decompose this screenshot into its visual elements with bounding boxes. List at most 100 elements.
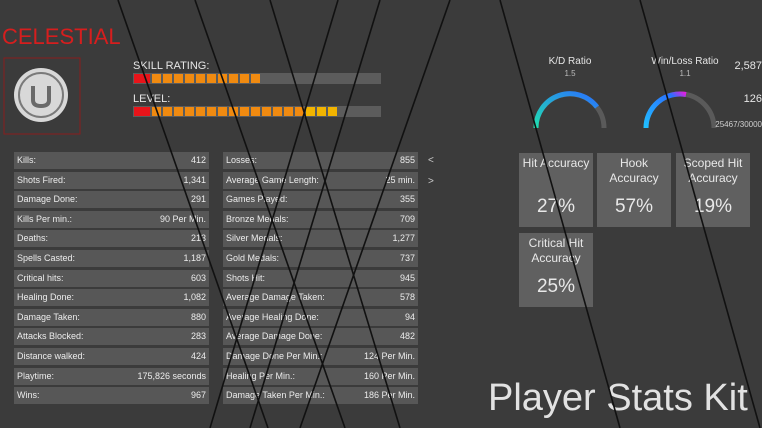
accuracy-tile: Scoped Hit Accuracy 19% (676, 153, 750, 227)
stat-row: Gold Medals: 737 (223, 250, 418, 267)
bar-segment (174, 107, 183, 116)
stat-label: Average Damage Taken: (226, 292, 325, 303)
bar-segment (273, 107, 282, 116)
stat-row: Shots Hit: 945 (223, 269, 418, 287)
bar-segment (251, 74, 260, 83)
stat-label: Damage Done: (17, 194, 78, 205)
stat-label: Average Healing Done: (226, 311, 319, 322)
level-progress: 25467/30000 (715, 120, 762, 129)
stat-value: 1,082 (183, 292, 206, 303)
stat-label: Spells Casted: (17, 253, 76, 263)
stat-value: 855 (399, 155, 415, 165)
stat-value: 213 (190, 233, 206, 244)
stat-label: Wins: (17, 390, 40, 401)
stat-label: Games Played: (226, 194, 288, 205)
stat-value: 186 Per Min. (363, 390, 415, 401)
stat-label: Distance walked: (17, 351, 86, 361)
level-label: LEVEL: (133, 93, 171, 105)
bar-segment (218, 74, 227, 83)
bar-segment (317, 107, 326, 116)
prev-button[interactable]: < (428, 155, 434, 166)
tile-value: 19% (693, 196, 733, 217)
bar-segment (134, 74, 150, 83)
stat-row: Damage Done Per Min.: 124 Per Min. (223, 348, 418, 365)
stat-label: Deaths: (17, 233, 49, 244)
stat-row: Healing Done: 1,082 (14, 289, 209, 307)
stat-value: 1,341 (183, 174, 206, 185)
logo-ring (18, 72, 64, 118)
stat-row: Healing Per Min.: 160 Per Min. (223, 367, 418, 385)
stat-row: Silver Medals: 1,277 (223, 230, 418, 248)
bar-segment (251, 107, 260, 116)
level-value: 126 (743, 93, 762, 105)
stat-label: Healing Done: (17, 292, 75, 303)
tile-value: 27% (536, 196, 576, 217)
bar-segment (306, 107, 315, 116)
stat-value: 90 Per Min. (159, 213, 206, 224)
stat-value: 25 min. (385, 174, 415, 185)
bar-segment (134, 107, 150, 116)
stat-label: Healing Per Min.: (226, 370, 296, 381)
stat-label: Gold Medals: (226, 253, 280, 263)
bar-segment (196, 107, 205, 116)
tile-value: 57% (614, 196, 654, 217)
stat-label: Losses: (226, 155, 258, 165)
ratio-label: Win/Loss Ratio (651, 56, 719, 67)
stat-row: Shots Fired: 1,341 (14, 171, 209, 189)
bar-segment (163, 107, 172, 116)
stat-label: Damage Done Per Min.: (226, 351, 323, 361)
tile-label: Hit Accuracy (522, 156, 590, 170)
stat-row: Critical hits: 603 (14, 269, 209, 287)
bar-segment (328, 107, 337, 116)
stat-label: Damage Taken Per Min.: (226, 390, 325, 401)
stat-value: 291 (190, 194, 206, 205)
stat-value: 482 (399, 331, 415, 342)
tile-label: Scoped Hit Accuracy (683, 156, 743, 185)
stat-value: 737 (399, 253, 415, 263)
logo (14, 68, 68, 122)
accuracy-tile: Hook Accuracy 57% (597, 153, 671, 227)
stat-row: Damage Taken: 880 (14, 308, 209, 326)
bar-segment (185, 107, 194, 116)
stat-label: Playtime: (17, 370, 55, 381)
wl-gauge-fill (643, 91, 687, 129)
stat-value: 1,187 (183, 253, 206, 263)
bar-segment (174, 74, 183, 83)
skill-label: SKILL RATING: (133, 60, 210, 72)
stat-row: Bronze Medals: 709 (223, 210, 418, 228)
logo-frame (3, 57, 81, 135)
accuracy-tile: Critical Hit Accuracy 25% (519, 233, 593, 307)
bar-segment (207, 107, 216, 116)
bar-segment (262, 107, 271, 116)
stat-row: Deaths: 213 (14, 230, 209, 248)
stat-label: Attacks Blocked: (17, 331, 84, 342)
skill-value: 2,587 (734, 60, 762, 72)
tile-value: 25% (536, 276, 576, 297)
stat-value: 424 (190, 351, 206, 361)
stat-value: 160 Per Min. (363, 370, 415, 381)
stat-label: Average Damage Done: (226, 331, 323, 342)
stat-row: Games Played: 355 (223, 191, 418, 209)
ratio-value: 1.1 (679, 69, 691, 78)
next-button[interactable]: > (428, 176, 434, 187)
bar-segment (240, 107, 249, 116)
stat-row: Wins: 967 (14, 387, 209, 405)
stat-row: Attacks Blocked: 283 (14, 328, 209, 346)
stat-label: Bronze Medals: (226, 213, 289, 224)
bar-segment (185, 74, 194, 83)
stat-value: 578 (399, 292, 415, 303)
stat-label: Kills: (17, 155, 37, 165)
tile-label: Hook Accuracy (609, 156, 659, 185)
stat-value: 945 (399, 272, 415, 283)
stat-label: Critical hits: (17, 272, 64, 283)
stat-row: Average Damage Done: 482 (223, 328, 418, 346)
stat-value: 124 Per Min. (363, 351, 415, 361)
player-name: CELESTIAL (2, 24, 121, 49)
stat-value: 94 (404, 311, 415, 322)
stat-row: Damage Taken Per Min.: 186 Per Min. (223, 387, 418, 405)
stat-label: Shots Hit: (226, 272, 266, 283)
stat-value: 175,826 seconds (137, 370, 206, 381)
stat-row: Distance walked: 424 (14, 348, 209, 365)
stat-label: Average Game Length: (226, 174, 319, 185)
footer-title: Player Stats Kit (488, 377, 748, 419)
